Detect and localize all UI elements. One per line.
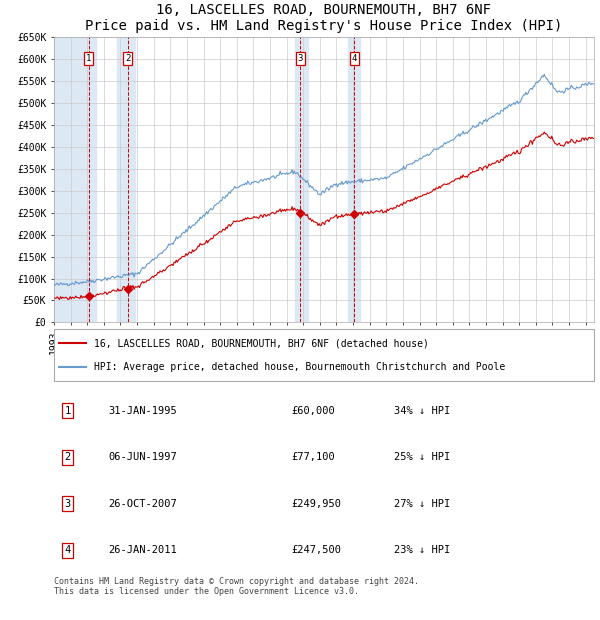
Text: 26-JAN-2011: 26-JAN-2011 — [108, 545, 177, 556]
Text: 4: 4 — [352, 54, 357, 63]
Text: 26-OCT-2007: 26-OCT-2007 — [108, 498, 177, 509]
Text: 16, LASCELLES ROAD, BOURNEMOUTH, BH7 6NF (detached house): 16, LASCELLES ROAD, BOURNEMOUTH, BH7 6NF… — [95, 339, 430, 348]
Text: 34% ↓ HPI: 34% ↓ HPI — [394, 405, 451, 416]
Text: 23% ↓ HPI: 23% ↓ HPI — [394, 545, 451, 556]
Text: £60,000: £60,000 — [292, 405, 335, 416]
Bar — [348, 37, 360, 322]
Text: 2: 2 — [125, 54, 130, 63]
Bar — [295, 37, 308, 322]
Text: £77,100: £77,100 — [292, 452, 335, 463]
Text: 27% ↓ HPI: 27% ↓ HPI — [394, 498, 451, 509]
Text: 1: 1 — [64, 405, 71, 416]
Bar — [117, 37, 136, 322]
Text: 3: 3 — [64, 498, 71, 509]
Text: 25% ↓ HPI: 25% ↓ HPI — [394, 452, 451, 463]
Text: 4: 4 — [64, 545, 71, 556]
Text: Contains HM Land Registry data © Crown copyright and database right 2024.
This d: Contains HM Land Registry data © Crown c… — [54, 577, 419, 596]
Text: HPI: Average price, detached house, Bournemouth Christchurch and Poole: HPI: Average price, detached house, Bour… — [95, 361, 506, 371]
Bar — [54, 37, 95, 322]
Text: £249,950: £249,950 — [292, 498, 341, 509]
Text: 31-JAN-1995: 31-JAN-1995 — [108, 405, 177, 416]
Text: £247,500: £247,500 — [292, 545, 341, 556]
Text: 06-JUN-1997: 06-JUN-1997 — [108, 452, 177, 463]
Text: 2: 2 — [64, 452, 71, 463]
Text: 1: 1 — [86, 54, 91, 63]
Title: 16, LASCELLES ROAD, BOURNEMOUTH, BH7 6NF
Price paid vs. HM Land Registry's House: 16, LASCELLES ROAD, BOURNEMOUTH, BH7 6NF… — [85, 3, 563, 33]
Text: 3: 3 — [298, 54, 303, 63]
